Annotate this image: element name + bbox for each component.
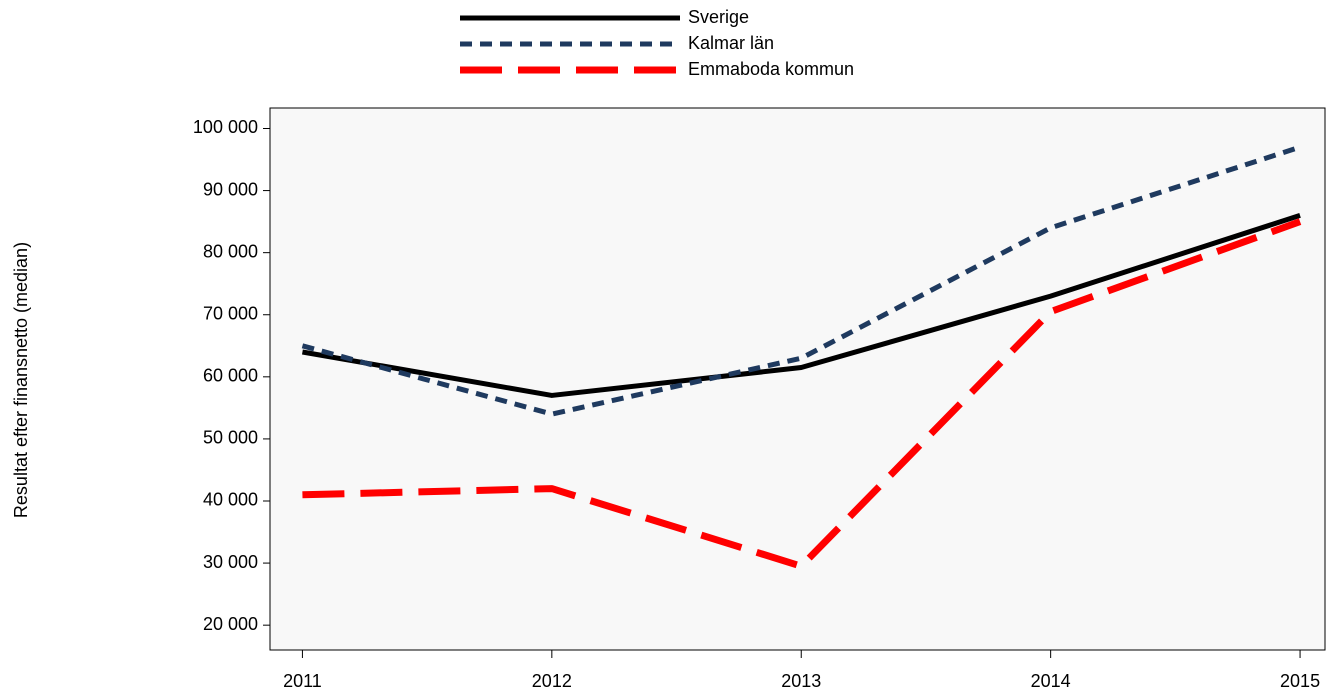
x-tick-label: 2011 <box>283 671 322 691</box>
legend-label: Emmaboda kommun <box>688 59 854 79</box>
legend-label: Kalmar län <box>688 33 774 53</box>
y-tick-label: 20 000 <box>203 614 258 634</box>
y-tick-label: 40 000 <box>203 490 258 510</box>
x-tick-label: 2012 <box>532 671 572 691</box>
x-tick-label: 2014 <box>1031 671 1071 691</box>
y-axis-label: Resultat efter finansnetto (median) <box>11 242 31 518</box>
y-tick-label: 30 000 <box>203 552 258 572</box>
x-tick-label: 2015 <box>1280 671 1320 691</box>
y-tick-label: 100 000 <box>193 117 258 137</box>
y-tick-label: 70 000 <box>203 303 258 323</box>
x-tick-label: 2013 <box>781 671 821 691</box>
y-tick-label: 90 000 <box>203 179 258 199</box>
y-tick-label: 50 000 <box>203 428 258 448</box>
y-tick-label: 80 000 <box>203 241 258 261</box>
series-line <box>301 213 1301 398</box>
legend-label: Sverige <box>688 7 749 27</box>
series-line <box>301 144 1301 417</box>
series-line <box>302 218 1302 570</box>
y-tick-label: 60 000 <box>203 366 258 386</box>
